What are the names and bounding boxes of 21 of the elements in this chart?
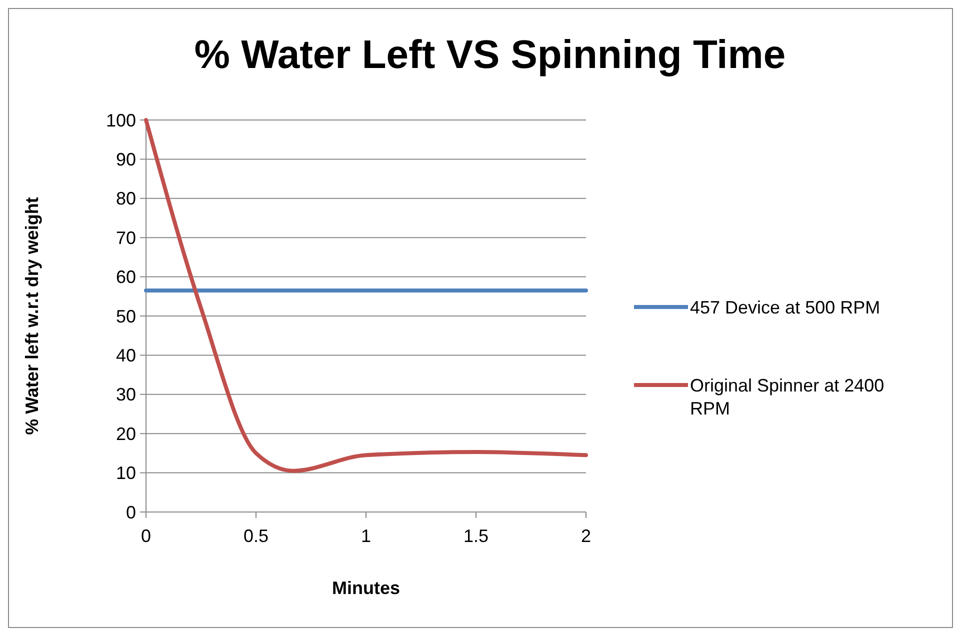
y-tick-label: 60 bbox=[116, 267, 136, 288]
y-tick-label: 0 bbox=[126, 502, 136, 522]
y-tick-label: 10 bbox=[116, 463, 136, 484]
y-tick-label: 40 bbox=[116, 346, 136, 366]
y-tick-label: 50 bbox=[116, 306, 136, 326]
y-tick-label: 100 bbox=[106, 110, 136, 130]
x-tick-label: 2 bbox=[580, 526, 592, 546]
y-tick-label: 30 bbox=[116, 384, 136, 405]
x-tick-label: 0 bbox=[140, 526, 152, 546]
y-tick-label: 90 bbox=[116, 150, 136, 170]
legend-label: 457 Device at 500 RPM bbox=[690, 297, 880, 318]
legend-label: Original Spinner at 2400 RPM bbox=[690, 375, 884, 419]
x-tick-label: 1.5 bbox=[463, 526, 489, 546]
y-tick-label: 70 bbox=[116, 228, 136, 248]
y-axis-title: % Water left w.r.t dry weight bbox=[22, 197, 42, 435]
y-tick-label: 20 bbox=[116, 424, 136, 444]
x-tick-label: 1 bbox=[360, 526, 372, 546]
x-axis-title: Minutes bbox=[332, 578, 400, 598]
y-tick-label: 80 bbox=[116, 188, 136, 209]
chart-title: % Water Left VS Spinning Time bbox=[194, 33, 786, 77]
x-tick-label: 0.5 bbox=[243, 526, 269, 546]
